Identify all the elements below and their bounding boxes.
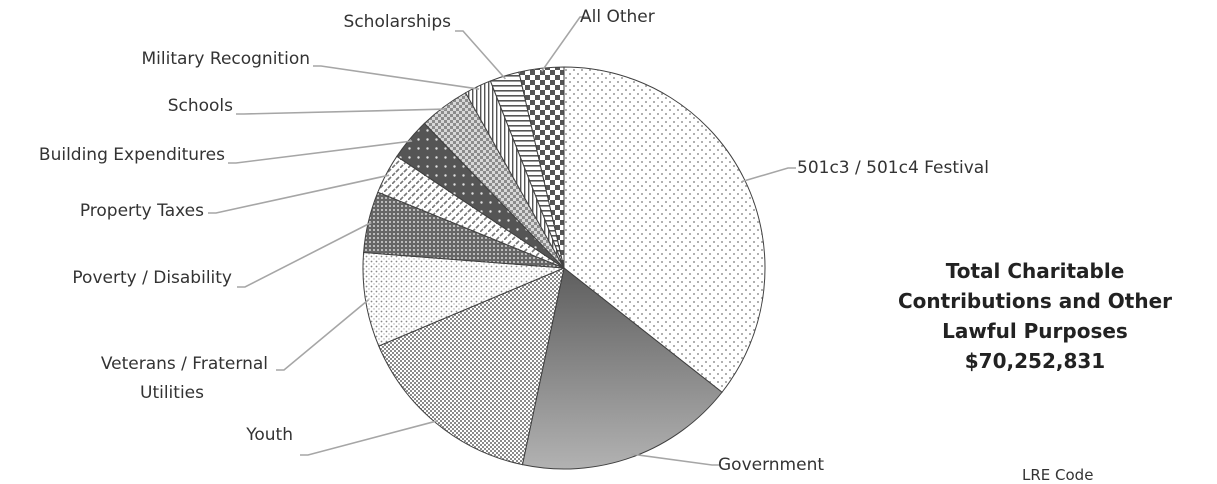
- slice-label: Property Taxes: [80, 201, 204, 221]
- total-contributions-box: Total Charitable Contributions and Other…: [870, 256, 1200, 376]
- slice-label: Schools: [168, 96, 233, 116]
- slice-label: Veterans / Fraternal Utilities: [101, 354, 268, 403]
- slice-label: Scholarships: [344, 12, 452, 32]
- leader-line: [455, 30, 506, 80]
- slice-label: All Other: [580, 7, 655, 27]
- leader-line: [631, 453, 720, 466]
- total-amount: $70,252,831: [964, 349, 1106, 373]
- pie-slice-youth: [378, 267, 565, 466]
- leader-line: [276, 299, 370, 371]
- leader-line: [236, 108, 446, 115]
- slice-label: Youth: [245, 425, 293, 445]
- total-line-2: Contributions and Other: [898, 289, 1172, 313]
- slice-label: Military Recognition: [142, 49, 310, 69]
- slice-label: Building Expenditures: [39, 145, 225, 165]
- slice-label: 501c3 / 501c4 Festival: [797, 158, 989, 178]
- footer-text: LRE Code: [1022, 466, 1094, 484]
- slice-labels: 501c3 / 501c4 Festival Government Youth Vet…: [39, 7, 989, 475]
- total-line-3: Lawful Purposes: [942, 319, 1128, 343]
- leader-line: [300, 419, 439, 456]
- slice-label: Government: [718, 455, 824, 475]
- pie-slice-government: [521, 267, 723, 470]
- leader-lines: [208, 16, 796, 466]
- leader-line: [228, 140, 413, 164]
- leader-line: [208, 174, 390, 214]
- pie-slices: [362, 66, 766, 470]
- leader-line: [741, 167, 796, 183]
- pie-slice-veterans-fraternal-utilities: [362, 251, 565, 347]
- leader-line: [237, 221, 372, 288]
- leader-line: [541, 16, 588, 72]
- slice-label: Poverty / Disability: [72, 268, 232, 288]
- total-line-1: Total Charitable: [945, 259, 1125, 283]
- pie-slice-all-other: [518, 66, 565, 269]
- leader-line: [313, 65, 480, 90]
